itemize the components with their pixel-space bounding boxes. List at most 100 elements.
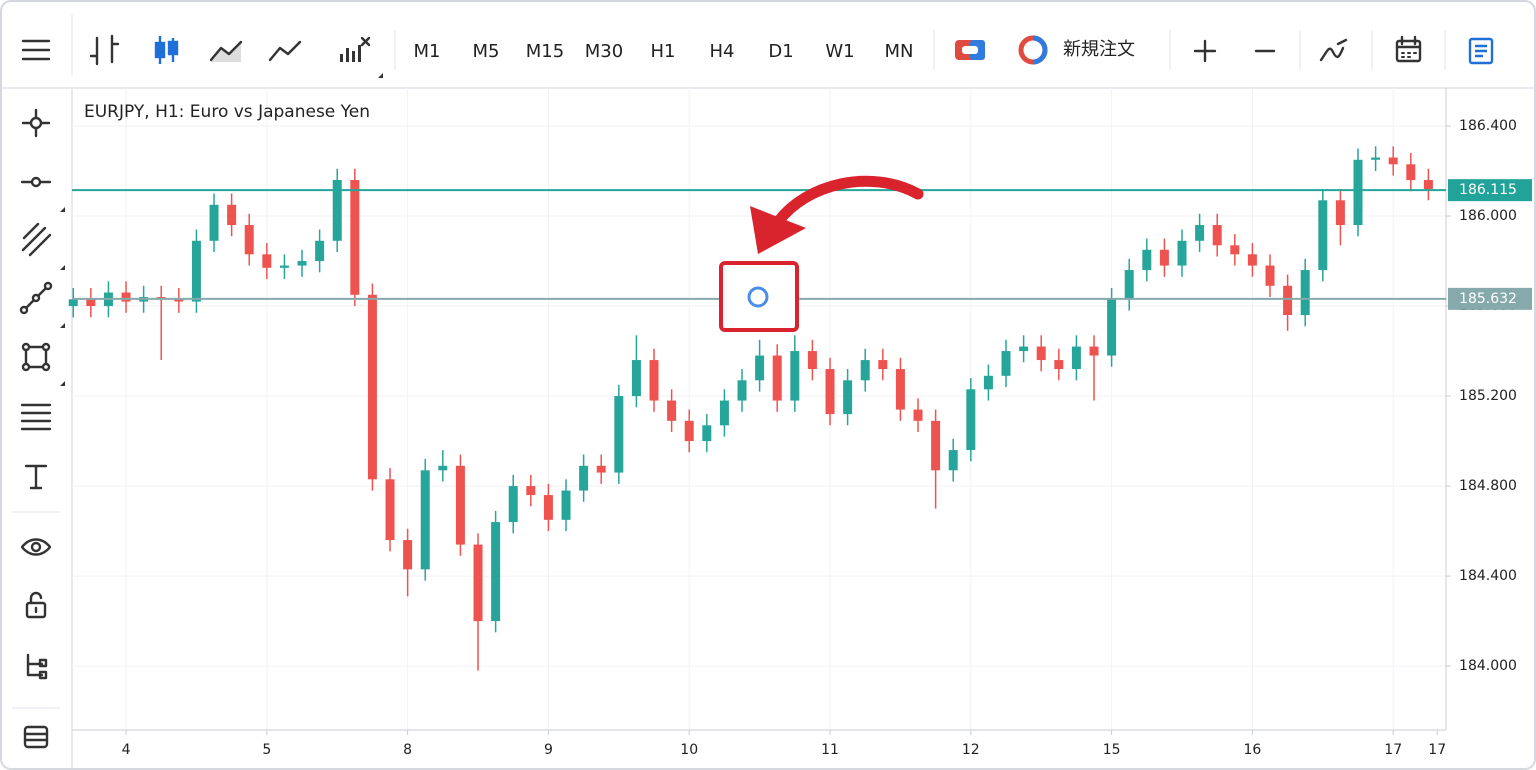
candle-body [473,544,483,622]
candle-body [262,254,272,268]
x-tick-label: 16 [1243,742,1261,758]
layout-button[interactable] [23,725,49,749]
candle-body [719,400,729,426]
y-tick-label: 186.400 [1459,118,1517,134]
candle-body [385,479,395,541]
toolbar: M1 M5 M15 M30 H1 H4 D1 W1 MN 新規注文 [2,14,1534,768]
shape-tool[interactable] [21,342,51,372]
timeframe-button[interactable]: H4 [710,41,735,62]
y-tick-label: 184.400 [1459,568,1517,584]
candle-body [825,369,835,415]
candle-body [966,389,976,451]
candle-body [895,369,905,410]
x-tick-label: 17 [1428,742,1446,758]
text-tool[interactable] [24,464,48,490]
visibility-toggle[interactable] [20,538,52,556]
candle-body [1195,225,1205,241]
candle-body [1265,265,1275,286]
candle-body [279,265,289,268]
candle-body [737,380,747,401]
candle-body [1142,249,1152,271]
drawing-toolbar [12,108,65,749]
candle-body [579,465,589,491]
candle-body [931,420,941,471]
horizontal-line-tool[interactable] [20,176,52,188]
line-chart-button[interactable] [268,40,302,62]
candle-body [332,180,342,241]
timeframe-button[interactable]: W1 [825,41,854,62]
timeframe-button[interactable]: M5 [473,41,500,62]
candle-body [1124,270,1134,300]
fibonacci-tool[interactable] [20,403,52,431]
candle-body [297,261,307,266]
candle-body [631,360,641,397]
candle-body [508,486,518,523]
candle-body [1159,249,1169,266]
lock-toggle[interactable] [25,591,47,619]
timeframe-button[interactable]: MN [885,41,914,62]
candle-body [667,400,677,421]
candle-body [86,299,96,307]
chart: 184.000184.400184.800185.200185.600186.0… [68,88,1532,758]
candle-body [755,355,765,381]
candle-body [1247,254,1257,266]
bar-chart-button[interactable] [89,34,120,66]
candle-body [1371,157,1381,160]
area-chart-button[interactable] [209,40,243,62]
timeframe-button[interactable]: D1 [768,41,793,62]
candle-body [403,540,413,570]
candle-body [1406,164,1416,181]
y-tick-label: 184.000 [1459,658,1517,674]
timeframe-button[interactable]: M15 [526,41,564,62]
candle-chart-button[interactable] [154,36,179,64]
y-tick-label: 186.000 [1459,208,1517,224]
timeframe-button[interactable]: M30 [585,41,623,62]
crosshair-tool[interactable] [21,108,51,138]
candle-body [209,204,219,241]
candle-body [244,225,254,255]
indicators-button[interactable] [340,36,383,78]
order-list-button[interactable] [1468,37,1494,65]
timeframe-button[interactable]: M1 [414,41,441,62]
candle-body [1001,351,1011,376]
candle-body [1212,225,1222,246]
candle-body [561,490,571,520]
arrow-shaft [772,175,924,228]
candle-body [1283,285,1293,316]
candle-body [1054,360,1064,370]
object-tree-button[interactable] [26,653,48,680]
candle-body [420,470,430,570]
candle-body [1071,346,1081,370]
candle-body [121,292,131,302]
trendline-tool[interactable] [19,281,53,315]
new-order-label[interactable]: 新規注文 [1063,39,1135,60]
x-tick-label: 11 [821,742,839,758]
one-click-button[interactable] [955,40,985,60]
candle-body [614,396,624,473]
menu-button[interactable] [21,39,51,61]
chart-title: EURJPY, H1: Euro vs Japanese Yen [84,102,370,122]
zoom-in-button[interactable] [1193,39,1217,63]
candle-body [702,425,712,442]
timeframe-button[interactable]: H1 [651,41,676,62]
x-tick-label: 10 [680,742,698,758]
candle-body [1230,245,1240,255]
candle-body [1423,180,1433,190]
candle-body [860,360,870,381]
indicator-overlay-button[interactable] [1319,38,1348,62]
x-tick-label: 9 [544,742,553,758]
x-tick-label: 5 [262,742,271,758]
channel-tool[interactable] [21,222,52,257]
calendar-button[interactable] [1395,35,1422,63]
line-handle[interactable] [747,286,769,308]
candle-body [983,375,993,390]
x-tick-label: 12 [962,742,980,758]
candle-body [438,465,448,471]
y-tick-label: 185.200 [1459,388,1517,404]
candle-body [1177,240,1187,266]
new-order-button[interactable]: 新規注文 [1018,35,1135,65]
candle-body [913,409,923,421]
timeframe-group: M1 M5 M15 M30 H1 H4 D1 W1 MN [414,41,914,62]
